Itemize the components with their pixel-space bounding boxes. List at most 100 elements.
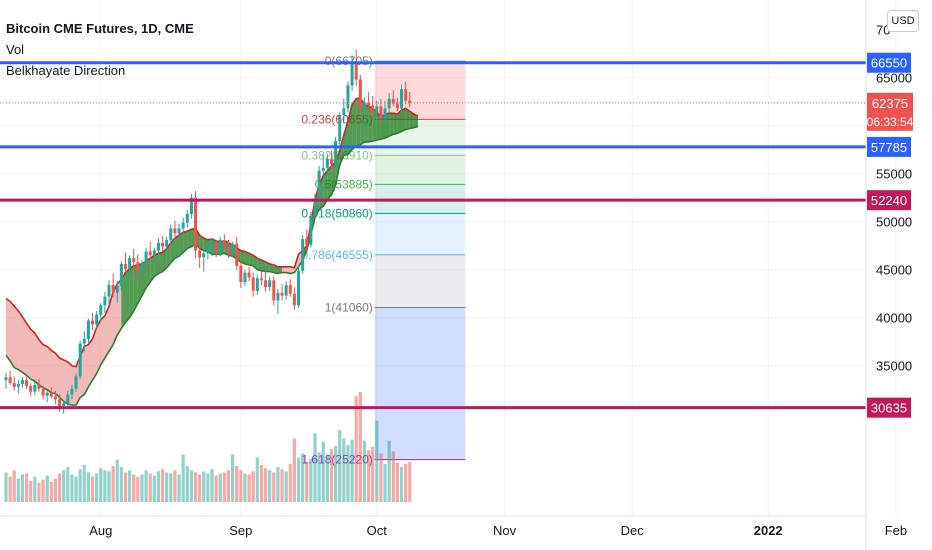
candle-body xyxy=(292,293,296,306)
volume-bar xyxy=(144,470,148,502)
volume-bar xyxy=(177,474,181,502)
belkhayate-band-segment xyxy=(360,97,365,145)
volume-bar xyxy=(284,471,288,502)
candle-body xyxy=(165,239,169,247)
candle-body xyxy=(301,238,305,271)
time-axis: Aug Sep Oct Nov Dec 2022 Feb xyxy=(0,515,907,538)
candle-body xyxy=(140,262,144,272)
candle xyxy=(375,100,379,120)
volume-bar xyxy=(90,476,95,502)
candle xyxy=(338,112,342,145)
candle-body xyxy=(284,285,288,296)
price-tick-label: 45000 xyxy=(876,263,912,278)
candle-body xyxy=(202,253,206,258)
volume-bar xyxy=(74,476,78,502)
volume-bar xyxy=(321,441,325,502)
candle xyxy=(354,49,358,87)
volume-bar xyxy=(235,466,239,502)
candle-body xyxy=(185,214,189,223)
candle-body xyxy=(119,263,123,287)
candle xyxy=(198,242,202,268)
belkhayate-band-segment xyxy=(183,231,188,253)
candle-body xyxy=(62,403,66,407)
candle-body xyxy=(259,278,263,281)
time-tick-label: Aug xyxy=(89,523,112,538)
volume-bar xyxy=(371,447,375,502)
belkhayate-indicator-label[interactable]: Belkhayate Direction xyxy=(6,63,126,78)
volume-bar xyxy=(123,472,128,502)
volume-bar xyxy=(263,468,268,502)
candle xyxy=(173,220,177,239)
belkhayate-band-segment xyxy=(261,260,266,272)
volume-indicator-label[interactable]: Vol xyxy=(6,42,25,57)
candle xyxy=(305,229,309,250)
volume-bar xyxy=(387,440,391,502)
candle-body xyxy=(268,280,272,287)
volume-bar xyxy=(268,470,272,502)
volume-bar xyxy=(107,471,111,502)
volume-bar xyxy=(152,475,156,502)
time-tick-label: Nov xyxy=(493,523,517,538)
volume-bar xyxy=(128,470,132,502)
volume-bar xyxy=(82,464,86,502)
volume-bar xyxy=(136,476,140,502)
candle xyxy=(169,224,173,246)
candle-body xyxy=(329,159,333,165)
belkhayate-band-segment xyxy=(10,301,15,368)
price-tick-label: 50000 xyxy=(876,215,912,230)
candle xyxy=(86,318,90,344)
price-tick-label: 70 xyxy=(876,23,890,38)
volume-bar xyxy=(140,474,144,502)
candle xyxy=(25,376,29,389)
candle xyxy=(132,248,136,267)
candle xyxy=(45,389,49,403)
currency-button[interactable]: USD xyxy=(887,10,919,32)
candle xyxy=(103,291,107,313)
candle-body xyxy=(49,392,53,397)
volume-bar xyxy=(296,457,301,502)
candle xyxy=(29,383,33,397)
fib-level-label: 0.382(56910) xyxy=(301,148,372,162)
candle xyxy=(152,247,156,264)
candle xyxy=(334,137,338,168)
candle-body xyxy=(222,239,226,247)
candle-body xyxy=(354,63,358,80)
belkhayate-band-segment xyxy=(22,316,27,376)
belkhayate-band-segment xyxy=(150,255,155,283)
price-level-tag-label: 52240 xyxy=(871,193,907,208)
belkhayate-band-segment xyxy=(84,344,89,395)
belkhayate-band-segment xyxy=(55,353,60,398)
candle xyxy=(70,384,74,400)
belkhayate-band-segment xyxy=(47,346,52,393)
candle xyxy=(235,237,239,270)
volume-bar xyxy=(305,461,309,502)
candle xyxy=(123,252,127,272)
belkhayate-band-segment xyxy=(133,264,138,311)
candle xyxy=(367,92,371,111)
candle-body xyxy=(152,250,156,256)
candle-body xyxy=(123,263,127,269)
candle-body xyxy=(8,377,12,384)
candle xyxy=(383,100,387,124)
candle-body xyxy=(45,392,49,396)
belkhayate-band-segment xyxy=(158,252,163,274)
volume-bar xyxy=(181,454,185,502)
candle-body xyxy=(218,239,222,253)
candle-body xyxy=(173,228,177,234)
symbol-title[interactable]: Bitcoin CME Futures, 1D, CME xyxy=(6,21,194,36)
volume-bar xyxy=(33,476,37,502)
candle-body xyxy=(247,272,251,278)
volume-bar xyxy=(12,470,16,502)
candle-body xyxy=(251,277,255,291)
belkhayate-band-segment xyxy=(277,266,283,274)
candle-body xyxy=(387,98,391,109)
candle-body xyxy=(86,320,90,339)
candle xyxy=(395,97,399,112)
candle xyxy=(95,311,99,329)
belkhayate-band-segment xyxy=(125,268,130,323)
volume-bar xyxy=(239,470,243,502)
candle-body xyxy=(82,338,86,344)
fib-zone xyxy=(374,307,466,460)
candle-body xyxy=(358,79,362,109)
